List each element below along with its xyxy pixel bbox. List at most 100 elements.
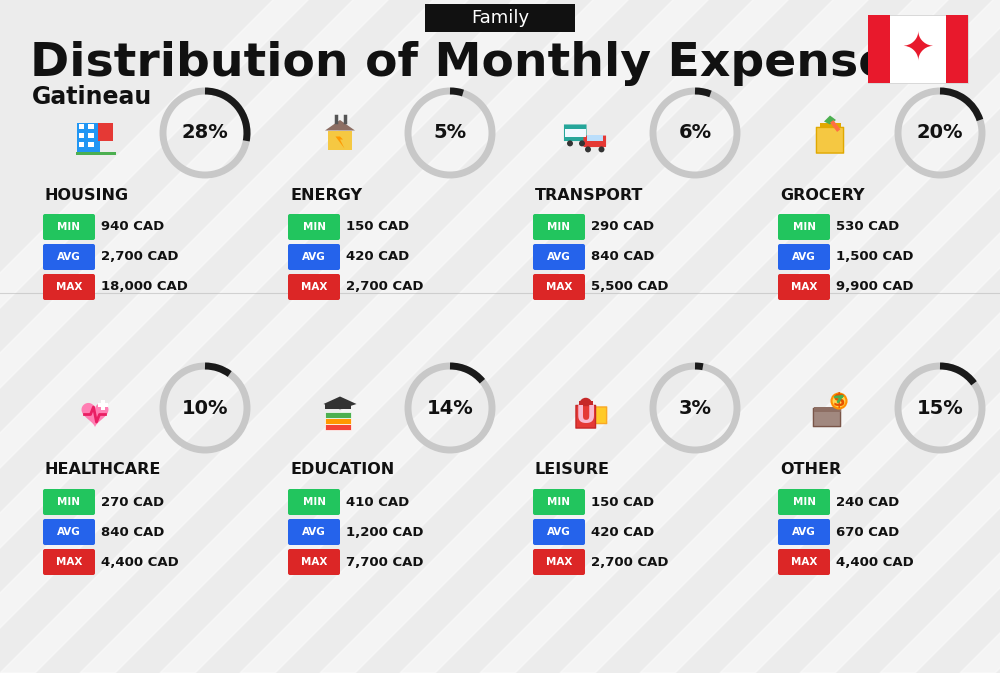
Circle shape bbox=[579, 141, 585, 147]
Text: Distribution of Monthly Expenses: Distribution of Monthly Expenses bbox=[30, 40, 918, 85]
Text: EDUCATION: EDUCATION bbox=[290, 462, 394, 478]
Text: 4,400 CAD: 4,400 CAD bbox=[836, 555, 914, 569]
Text: 530 CAD: 530 CAD bbox=[836, 221, 899, 234]
Text: AVG: AVG bbox=[547, 527, 571, 537]
Text: Gatineau: Gatineau bbox=[32, 85, 152, 109]
Text: 150 CAD: 150 CAD bbox=[346, 221, 409, 234]
FancyBboxPatch shape bbox=[533, 214, 585, 240]
Text: OTHER: OTHER bbox=[780, 462, 841, 478]
FancyBboxPatch shape bbox=[533, 274, 585, 300]
Text: AVG: AVG bbox=[547, 252, 571, 262]
Text: 290 CAD: 290 CAD bbox=[591, 221, 654, 234]
Text: MIN: MIN bbox=[302, 497, 326, 507]
Polygon shape bbox=[824, 116, 836, 125]
Text: MAX: MAX bbox=[791, 557, 817, 567]
FancyBboxPatch shape bbox=[325, 412, 351, 417]
Text: MAX: MAX bbox=[546, 557, 572, 567]
Text: 2,700 CAD: 2,700 CAD bbox=[591, 555, 668, 569]
Text: 7,700 CAD: 7,700 CAD bbox=[346, 555, 424, 569]
FancyBboxPatch shape bbox=[288, 519, 340, 545]
Text: LEISURE: LEISURE bbox=[535, 462, 610, 478]
Text: MAX: MAX bbox=[546, 282, 572, 292]
Text: MIN: MIN bbox=[58, 222, 80, 232]
Text: 420 CAD: 420 CAD bbox=[346, 250, 409, 264]
Text: Family: Family bbox=[471, 9, 529, 27]
Circle shape bbox=[598, 147, 604, 152]
FancyBboxPatch shape bbox=[43, 214, 95, 240]
FancyBboxPatch shape bbox=[868, 15, 890, 83]
FancyBboxPatch shape bbox=[43, 244, 95, 270]
Text: MIN: MIN bbox=[792, 497, 816, 507]
FancyBboxPatch shape bbox=[425, 4, 575, 32]
FancyBboxPatch shape bbox=[533, 549, 585, 575]
Text: 410 CAD: 410 CAD bbox=[346, 495, 409, 509]
Text: 1,500 CAD: 1,500 CAD bbox=[836, 250, 914, 264]
Text: 150 CAD: 150 CAD bbox=[591, 495, 654, 509]
FancyBboxPatch shape bbox=[778, 214, 830, 240]
Text: MIN: MIN bbox=[548, 497, 570, 507]
Text: 1,200 CAD: 1,200 CAD bbox=[346, 526, 424, 538]
FancyBboxPatch shape bbox=[533, 519, 585, 545]
FancyBboxPatch shape bbox=[579, 401, 592, 406]
Text: 20%: 20% bbox=[917, 124, 963, 143]
FancyBboxPatch shape bbox=[533, 244, 585, 270]
FancyBboxPatch shape bbox=[78, 124, 84, 129]
Circle shape bbox=[832, 394, 846, 409]
Text: $: $ bbox=[833, 392, 845, 410]
Text: 840 CAD: 840 CAD bbox=[101, 526, 164, 538]
FancyBboxPatch shape bbox=[288, 274, 340, 300]
FancyBboxPatch shape bbox=[288, 244, 340, 270]
Text: HEALTHCARE: HEALTHCARE bbox=[45, 462, 161, 478]
Text: ✦: ✦ bbox=[902, 30, 934, 68]
FancyBboxPatch shape bbox=[778, 489, 830, 515]
FancyBboxPatch shape bbox=[325, 424, 351, 429]
Text: AVG: AVG bbox=[792, 527, 816, 537]
FancyBboxPatch shape bbox=[88, 133, 94, 138]
Text: MIN: MIN bbox=[58, 497, 80, 507]
FancyBboxPatch shape bbox=[564, 125, 587, 141]
FancyBboxPatch shape bbox=[328, 131, 352, 150]
Text: 28%: 28% bbox=[182, 124, 228, 143]
FancyBboxPatch shape bbox=[288, 489, 340, 515]
Text: MIN: MIN bbox=[302, 222, 326, 232]
Text: 420 CAD: 420 CAD bbox=[591, 526, 654, 538]
Text: MAX: MAX bbox=[56, 282, 82, 292]
Text: MAX: MAX bbox=[301, 557, 327, 567]
Text: AVG: AVG bbox=[792, 252, 816, 262]
FancyBboxPatch shape bbox=[43, 519, 95, 545]
Text: ENERGY: ENERGY bbox=[290, 188, 362, 203]
Text: 10%: 10% bbox=[182, 398, 228, 417]
FancyBboxPatch shape bbox=[76, 152, 116, 155]
Polygon shape bbox=[82, 403, 108, 427]
Text: MIN: MIN bbox=[548, 222, 570, 232]
Text: 9,900 CAD: 9,900 CAD bbox=[836, 281, 914, 293]
FancyBboxPatch shape bbox=[325, 404, 351, 409]
Text: 15%: 15% bbox=[917, 398, 963, 417]
FancyBboxPatch shape bbox=[77, 123, 100, 153]
FancyBboxPatch shape bbox=[43, 274, 95, 300]
Text: 940 CAD: 940 CAD bbox=[101, 221, 164, 234]
Text: AVG: AVG bbox=[57, 252, 81, 262]
Text: U: U bbox=[575, 404, 596, 428]
FancyBboxPatch shape bbox=[814, 407, 840, 411]
FancyBboxPatch shape bbox=[98, 123, 113, 141]
FancyBboxPatch shape bbox=[565, 129, 586, 137]
FancyBboxPatch shape bbox=[88, 124, 94, 129]
Text: MAX: MAX bbox=[56, 557, 82, 567]
FancyBboxPatch shape bbox=[325, 418, 351, 423]
Text: HOUSING: HOUSING bbox=[45, 188, 129, 203]
FancyBboxPatch shape bbox=[778, 549, 830, 575]
FancyBboxPatch shape bbox=[533, 489, 585, 515]
FancyBboxPatch shape bbox=[288, 214, 340, 240]
Text: 18,000 CAD: 18,000 CAD bbox=[101, 281, 188, 293]
Circle shape bbox=[585, 147, 591, 152]
FancyBboxPatch shape bbox=[868, 15, 968, 83]
Text: 6%: 6% bbox=[678, 124, 712, 143]
Text: 4,400 CAD: 4,400 CAD bbox=[101, 555, 179, 569]
Text: 240 CAD: 240 CAD bbox=[836, 495, 899, 509]
Text: 670 CAD: 670 CAD bbox=[836, 526, 899, 538]
FancyBboxPatch shape bbox=[583, 135, 606, 147]
FancyBboxPatch shape bbox=[778, 274, 830, 300]
Text: MAX: MAX bbox=[301, 282, 327, 292]
FancyBboxPatch shape bbox=[78, 141, 84, 147]
